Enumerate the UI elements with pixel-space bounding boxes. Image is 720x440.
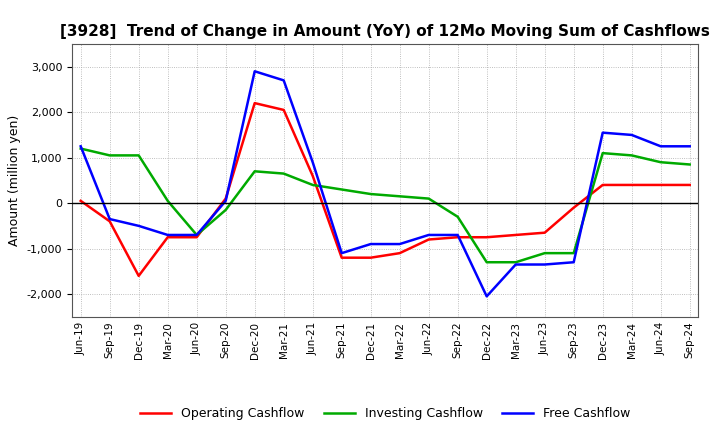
Investing Cashflow (76, 146, 85, 151)
Investing Cashflow (338, 187, 346, 192)
Operating Cashflow (570, 205, 578, 210)
Operating Cashflow (395, 250, 404, 256)
Investing Cashflow (482, 260, 491, 265)
Free Cashflow (424, 232, 433, 238)
Operating Cashflow (135, 273, 143, 279)
Free Cashflow (76, 143, 85, 149)
Free Cashflow (308, 160, 317, 165)
Free Cashflow (192, 232, 201, 238)
Free Cashflow (685, 143, 694, 149)
Investing Cashflow (511, 260, 520, 265)
Investing Cashflow (192, 232, 201, 238)
Free Cashflow (338, 250, 346, 256)
Free Cashflow (570, 260, 578, 265)
Free Cashflow (627, 132, 636, 138)
Investing Cashflow (251, 169, 259, 174)
Investing Cashflow (424, 196, 433, 201)
Operating Cashflow (627, 182, 636, 187)
Investing Cashflow (163, 198, 172, 203)
Operating Cashflow (192, 235, 201, 240)
Free Cashflow (163, 232, 172, 238)
Free Cashflow (221, 198, 230, 203)
Line: Operating Cashflow: Operating Cashflow (81, 103, 690, 276)
Line: Free Cashflow: Free Cashflow (81, 71, 690, 297)
Y-axis label: Amount (million yen): Amount (million yen) (8, 115, 21, 246)
Legend: Operating Cashflow, Investing Cashflow, Free Cashflow: Operating Cashflow, Investing Cashflow, … (135, 402, 635, 425)
Operating Cashflow (251, 100, 259, 106)
Investing Cashflow (570, 250, 578, 256)
Title: [3928]  Trend of Change in Amount (YoY) of 12Mo Moving Sum of Cashflows: [3928] Trend of Change in Amount (YoY) o… (60, 24, 710, 39)
Free Cashflow (135, 223, 143, 228)
Free Cashflow (511, 262, 520, 267)
Free Cashflow (366, 242, 375, 247)
Line: Investing Cashflow: Investing Cashflow (81, 149, 690, 262)
Operating Cashflow (424, 237, 433, 242)
Operating Cashflow (279, 107, 288, 113)
Free Cashflow (279, 78, 288, 83)
Operating Cashflow (541, 230, 549, 235)
Free Cashflow (395, 242, 404, 247)
Free Cashflow (105, 216, 114, 222)
Investing Cashflow (221, 207, 230, 213)
Investing Cashflow (308, 182, 317, 187)
Operating Cashflow (482, 235, 491, 240)
Operating Cashflow (511, 232, 520, 238)
Investing Cashflow (454, 214, 462, 220)
Free Cashflow (541, 262, 549, 267)
Free Cashflow (454, 232, 462, 238)
Investing Cashflow (685, 162, 694, 167)
Free Cashflow (598, 130, 607, 136)
Investing Cashflow (366, 191, 375, 197)
Investing Cashflow (105, 153, 114, 158)
Investing Cashflow (395, 194, 404, 199)
Operating Cashflow (308, 173, 317, 179)
Free Cashflow (251, 69, 259, 74)
Free Cashflow (482, 294, 491, 299)
Operating Cashflow (454, 235, 462, 240)
Operating Cashflow (163, 235, 172, 240)
Investing Cashflow (279, 171, 288, 176)
Operating Cashflow (76, 198, 85, 203)
Operating Cashflow (105, 219, 114, 224)
Investing Cashflow (541, 250, 549, 256)
Operating Cashflow (338, 255, 346, 260)
Investing Cashflow (135, 153, 143, 158)
Investing Cashflow (598, 150, 607, 156)
Operating Cashflow (685, 182, 694, 187)
Operating Cashflow (657, 182, 665, 187)
Operating Cashflow (221, 196, 230, 201)
Operating Cashflow (598, 182, 607, 187)
Investing Cashflow (627, 153, 636, 158)
Free Cashflow (657, 143, 665, 149)
Investing Cashflow (657, 160, 665, 165)
Operating Cashflow (366, 255, 375, 260)
